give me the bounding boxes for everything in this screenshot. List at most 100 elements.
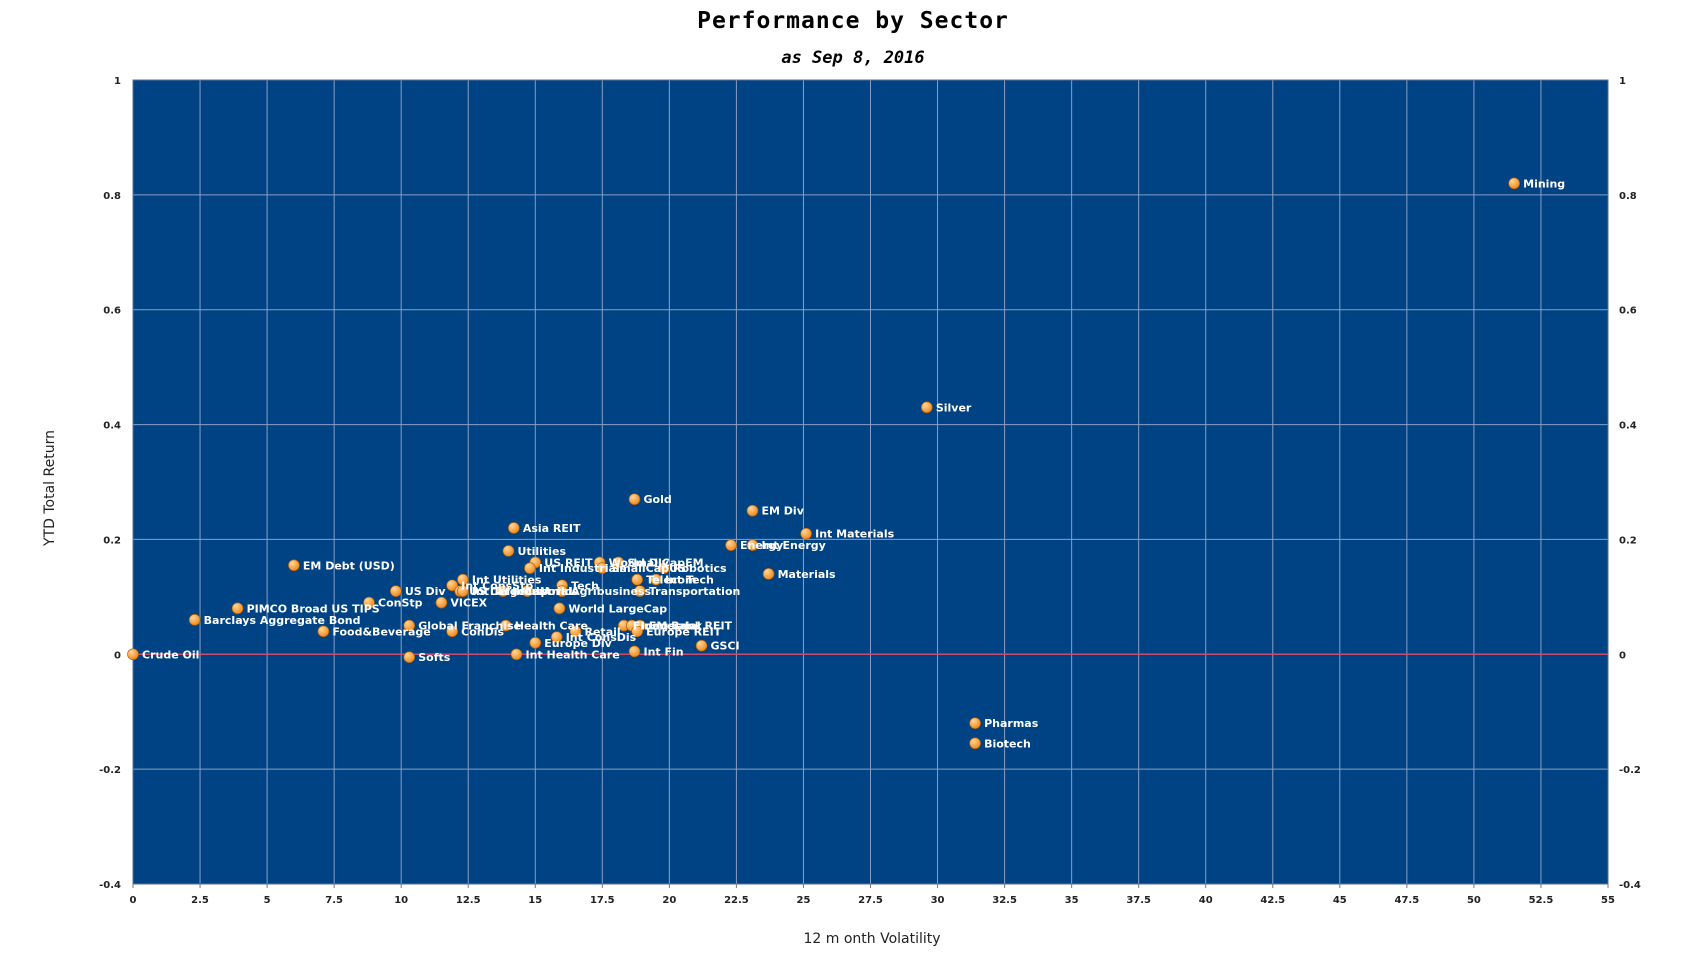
data-point	[363, 596, 375, 609]
point-label: Int Health Care	[526, 648, 620, 661]
point-label: Int Telecom	[472, 585, 543, 598]
y-tick-label-left: 0.4	[103, 421, 121, 432]
point-label: EM Div	[762, 505, 805, 518]
data-point	[288, 559, 300, 572]
point-label: Retail	[585, 625, 621, 638]
point-label: ConStp	[378, 597, 423, 610]
point-label: Gold	[644, 493, 672, 506]
point-label: Industrial REIT	[641, 620, 733, 633]
y-tick-label-right: 0.8	[1619, 191, 1637, 202]
data-point	[435, 596, 448, 609]
y-tick-label-left: 0	[114, 650, 121, 661]
data-point	[628, 493, 641, 506]
chart-subtitle: as Sep 8, 2016	[781, 48, 924, 68]
point-label: Transportation	[649, 585, 740, 598]
point-label: Mining	[1523, 177, 1565, 190]
data-point	[524, 562, 536, 574]
x-tick-label: 45	[1333, 895, 1347, 906]
point-label: Materials	[778, 568, 836, 581]
point-label: Utilities	[517, 545, 566, 558]
data-point	[612, 556, 625, 569]
x-tick-label: 20	[662, 895, 676, 906]
data-point	[634, 585, 646, 597]
point-label: Robotics	[673, 562, 727, 575]
x-tick-label: 15	[528, 895, 542, 906]
grid-lines	[132, 79, 1609, 885]
chart-title: Performance by Sector	[697, 8, 1009, 34]
data-point	[497, 585, 509, 597]
x-tick-label: 25	[796, 895, 810, 906]
y-tick-label-right: -0.2	[1619, 765, 1641, 776]
x-tick-label: 5	[264, 895, 271, 906]
data-point	[403, 619, 416, 632]
data-point	[510, 648, 523, 661]
point-label: Industrials	[512, 585, 579, 598]
data-point	[631, 625, 643, 638]
point-label: Health Care	[515, 620, 588, 633]
x-tick-label: 35	[1065, 895, 1079, 906]
point-labels: Mining Silver Gold EM Div Int Materials Energ…	[142, 177, 1565, 750]
point-label: US REIT	[544, 556, 593, 569]
point-label: Europe REIT	[646, 625, 722, 638]
point-label: SmallCapUS	[611, 562, 686, 575]
data-point	[969, 717, 981, 730]
x-tick-label: 47.5	[1395, 895, 1420, 906]
point-label: Int Tech	[665, 574, 714, 587]
point-label: World LargeCap	[568, 602, 667, 615]
y-tick-label-right: -0.4	[1619, 880, 1641, 891]
x-tick-label: 22.5	[724, 895, 749, 906]
data-point	[650, 573, 662, 586]
data-point	[231, 602, 244, 615]
data-point	[746, 539, 759, 551]
point-label: ConDis	[461, 625, 504, 638]
point-label: VICEX	[450, 597, 487, 610]
y-tick-label-left: -0.4	[99, 880, 121, 891]
data-point	[800, 527, 812, 540]
y-tick-label-right: 0.6	[1619, 306, 1637, 317]
data-point	[553, 602, 566, 615]
y-tick-label-left: 0.6	[103, 306, 121, 317]
data-point	[457, 585, 469, 597]
data-point	[725, 539, 737, 551]
point-label: Int Fin	[644, 645, 684, 658]
data-point	[529, 636, 542, 649]
point-label: World	[536, 585, 572, 598]
data-point	[631, 573, 643, 586]
y-tick-label-left: 0.8	[103, 191, 121, 202]
data-point	[502, 545, 515, 557]
y-axis-label: YTD Total Return	[42, 430, 58, 547]
y-tick-label-right: 0.2	[1619, 535, 1637, 546]
point-label: Financials	[633, 620, 696, 633]
point-label: Agribusiness	[571, 585, 651, 598]
data-point	[556, 585, 568, 597]
point-label: Int Utilities	[472, 574, 542, 587]
point-label: US Div	[405, 585, 447, 598]
data-point	[127, 648, 139, 661]
x-tick-label: 2.5	[191, 895, 209, 906]
y-tick-label-left: -0.2	[99, 765, 121, 776]
data-point	[499, 619, 512, 632]
data-point	[317, 625, 330, 638]
point-label: Int ConsDis	[566, 631, 637, 644]
x-tick-label: 17.5	[590, 895, 615, 906]
data-point	[188, 614, 201, 626]
point-label: World Div	[609, 556, 670, 569]
point-label: US LargeCap	[469, 585, 548, 598]
point-label: GSCI	[711, 640, 740, 653]
point-label: Energy	[740, 539, 783, 552]
data-point	[446, 625, 458, 638]
x-tick-label: 30	[931, 895, 945, 906]
data-point	[921, 401, 933, 414]
point-label: Int ConsStp	[461, 579, 533, 592]
point-label: Telecom	[646, 574, 696, 587]
point-label: EM Debt (USD)	[303, 559, 395, 572]
point-label: Europe Div	[544, 637, 612, 650]
x-tick-label: 7.5	[325, 895, 343, 906]
data-point	[508, 522, 520, 534]
point-label: Food&Beverage	[332, 625, 430, 638]
point-label: SmallCapEM	[627, 556, 703, 569]
point-label: Softs	[418, 651, 451, 664]
point-label: Barclays Aggregate Bond	[204, 614, 361, 627]
point-label: Int Energy	[762, 539, 826, 552]
